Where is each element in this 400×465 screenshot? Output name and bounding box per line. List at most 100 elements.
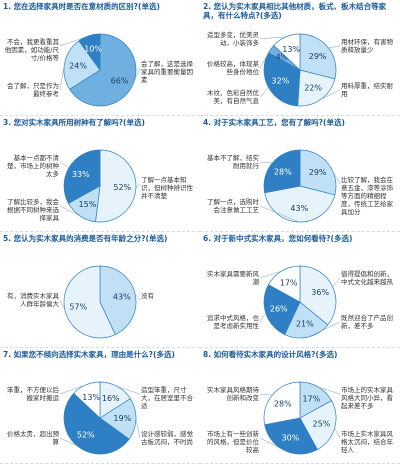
- category-label: 值得提倡和创新，中式文化越来越热: [341, 270, 393, 286]
- slice-label: 13%: [282, 45, 300, 54]
- leader-line: [259, 393, 273, 396]
- slice-label: 22%: [304, 84, 322, 93]
- pie-chart: 29% 22% 32% 4%13%: [259, 33, 341, 107]
- chart-title: 2. 您认为实木家具相比其他材质，板式、板木结合等家具，有什么特点?(多选): [203, 2, 387, 20]
- category-label: 设计感较弱，感觉古板沉闷，不时尚: [141, 430, 193, 446]
- pie-slice: [263, 149, 301, 194]
- leader-line: [259, 48, 272, 69]
- leader-line: [259, 270, 282, 279]
- pie-chart: 66% 24% 10%: [59, 33, 141, 107]
- category-label: 实木家具风格期待创新和改变: [207, 386, 259, 402]
- slice-label: 21%: [296, 319, 314, 328]
- leader-line: [328, 45, 341, 49]
- slice-label: 26%: [270, 304, 288, 313]
- chart-title: 4. 对于实木家具工艺，您有了解吗?(单选): [203, 118, 345, 127]
- leader-line: [259, 87, 269, 98]
- slice-label: 66%: [111, 76, 129, 85]
- pie-slice: [299, 400, 337, 451]
- leader-line: [259, 205, 299, 223]
- chart-cell: 4. 对于实木家具工艺，您有了解吗?(单选) 29% 43% 28% 基本不了解，结实耐…: [200, 116, 400, 232]
- chart-cell: 1. 您在选择家具时是否在意材质的区别?(单选) 66% 24% 10% 不会，我更看重…: [0, 0, 200, 116]
- pie-chart: 52% 15% 33%: [59, 149, 141, 223]
- leader-line: [59, 384, 86, 395]
- slice-label: 57%: [69, 302, 87, 311]
- pie-slice: [299, 265, 337, 326]
- slice-label: 52%: [113, 183, 131, 192]
- category-label: 没有: [141, 292, 154, 300]
- chart-title: 8. 如何看待实木家具的设计风格?(多选): [203, 350, 338, 359]
- leader-line: [59, 437, 78, 446]
- slice-label: 43%: [290, 204, 308, 213]
- leader-line: [59, 161, 70, 168]
- slice-label: 52%: [77, 431, 95, 440]
- slice-label: 28%: [274, 399, 292, 408]
- pie-slice: [63, 265, 116, 339]
- category-label: 价格较高，体现某些身份地位: [207, 60, 259, 76]
- chart-cell: 7. 如果您不倾向选择实木家具，理由是什么?(多选) 16% 19% 52% 13% 笨重…: [0, 348, 200, 464]
- category-label: 比较了解，我会在意五金、漆等涂饰等方面的精细程度，传统工艺给家具加分: [341, 176, 393, 216]
- pie-slice: [297, 69, 336, 107]
- category-label: 市场上有一些创新的风格，但是价位较高: [207, 430, 259, 454]
- leader-line: [59, 63, 65, 91]
- category-label: 木纹、色彩自然优美，有自然气息: [207, 89, 259, 106]
- leader-line: [334, 427, 341, 439]
- slice-label: 28%: [274, 167, 292, 176]
- pie-slice: [63, 392, 130, 455]
- pie-slice: [267, 265, 301, 303]
- chart-cell: 6. 对于新中式实木家具，您如何看待?(多选) 36% 21% 26% 17% 实木家具需…: [200, 232, 400, 348]
- category-label: 会了解，这是选择家具的重要衡量因素: [141, 60, 193, 84]
- chart-cell: 8. 如何看待实木家具的设计风格?(多选) 17% 25% 30% 28% 实木家具风格期…: [200, 348, 400, 464]
- leader-line: [135, 183, 141, 189]
- category-label: 了解比较多，我会根据不同树种来选择家具: [7, 198, 59, 222]
- slice-label: 25%: [313, 420, 331, 429]
- pie-slice: [63, 149, 101, 204]
- category-label: 有，消费实木家具人群年龄偏大: [7, 292, 59, 308]
- chart-title: 7. 如果您不倾向选择实木家具，理由是什么?(多选): [3, 350, 175, 359]
- slice-label: 10%: [84, 44, 102, 53]
- pie-chart: 29% 43% 28%: [259, 149, 341, 223]
- category-label: 会了解，只是作为最终参考: [7, 82, 59, 98]
- pie-slice: [299, 33, 337, 80]
- pie-slice: [99, 398, 137, 440]
- leader-line: [135, 419, 141, 439]
- leader-line: [134, 293, 141, 301]
- chart-title: 5. 您认为实木家具的消费是否有年龄之分?(单选): [3, 234, 168, 243]
- slice-label: 19%: [113, 414, 131, 423]
- category-label: 用材环保，有害物质释放量少: [341, 38, 393, 54]
- leader-line: [318, 386, 341, 395]
- slice-label: 17%: [280, 278, 298, 287]
- leader-line: [307, 321, 341, 338]
- category-label: 追求中式风格，也是考虑新实用性: [207, 314, 259, 330]
- pie-chart: 16% 19% 52% 13%: [59, 381, 141, 455]
- leader-line: [332, 277, 341, 287]
- pie-chart: 17% 25% 30% 28%: [259, 381, 341, 455]
- pie-slice: [284, 301, 329, 339]
- leader-line: [117, 386, 141, 395]
- category-label: 实木家具需要新风潮: [207, 270, 259, 286]
- leader-line: [259, 437, 285, 451]
- pie-chart: 43% 57%: [59, 265, 141, 339]
- chart-title: 1. 您在选择家具时是否在意材质的区别?(单选): [3, 2, 160, 11]
- category-label: 基本不了解，结实耐用就行: [207, 154, 259, 170]
- slice-label: 29%: [309, 168, 327, 177]
- slice-label: 32%: [272, 76, 290, 85]
- leader-line: [259, 161, 273, 164]
- pie-slice: [263, 52, 301, 107]
- pie-slice: [299, 149, 337, 196]
- chart-title: 3. 您对实木家具所用树种有了解吗?(单选): [3, 118, 145, 127]
- slice-label: 4%: [276, 52, 289, 61]
- category-label: 基本一点都不清楚，市场上的树种太多: [7, 154, 59, 178]
- slice-label: 29%: [309, 52, 327, 61]
- slice-label: 16%: [102, 394, 120, 403]
- pie-chart: 36% 21% 26% 17%: [259, 265, 341, 339]
- pie-slice: [263, 381, 301, 426]
- category-label: 市场上的实木家具风格大同小异，看起来差不多: [341, 386, 393, 410]
- slice-label: 36%: [311, 288, 329, 297]
- slice-label: 13%: [82, 393, 100, 402]
- slice-label: 15%: [79, 200, 97, 209]
- chart-title: 6. 对于新中式实木家具，您如何看待?(多选): [203, 234, 353, 243]
- leader-line: [259, 36, 286, 39]
- category-label: 了解一点，选购时会注意做工工艺: [207, 198, 259, 214]
- leader-line: [321, 89, 341, 100]
